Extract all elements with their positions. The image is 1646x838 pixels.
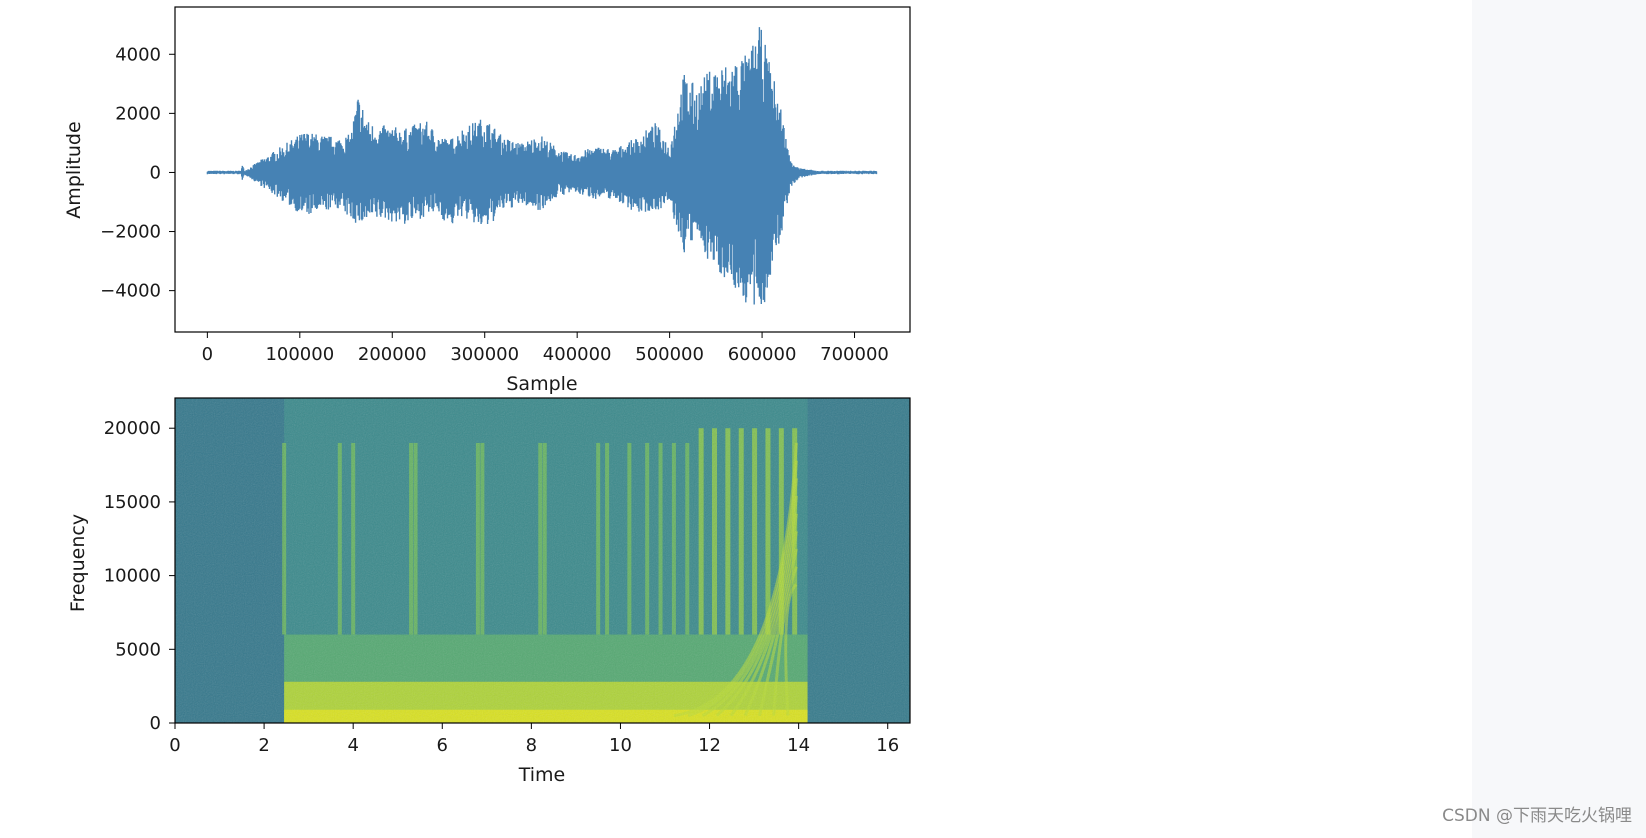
figure: 0 100000 200000 300000 400000 500000 600000 700…	[63, 6, 911, 786]
waveform-x-tick-label: 0	[202, 344, 213, 365]
waveform-y-tick-label: 2000	[115, 103, 161, 124]
spectrogram-x-tick-label: 0	[169, 735, 180, 756]
spectrogram-x-label: Time	[518, 764, 566, 786]
spectrogram-y-tick-label: 15000	[104, 492, 161, 513]
spectrogram-texture	[175, 398, 910, 723]
waveform-x-tick-label: 200000	[358, 344, 427, 365]
waveform-axes-frame	[174, 6, 911, 333]
waveform-y-label: Amplitude	[63, 121, 85, 218]
spectrogram-x-ticks: 0 2 4 6 8 10 12 14 16	[169, 723, 899, 756]
spectrogram-y-tick-label: 10000	[104, 566, 161, 587]
waveform-x-ticks: 0 100000 200000 300000 400000 500000 600000 700…	[202, 332, 889, 365]
waveform-x-tick-label: 300000	[450, 344, 519, 365]
spectrogram-y-label: Frequency	[67, 514, 89, 612]
spectrogram-y-tick-label: 5000	[115, 639, 161, 660]
spectrogram-y-ticks: 20000 15000 10000 5000 0	[104, 418, 175, 734]
waveform-x-tick-label: 600000	[728, 344, 797, 365]
spectrogram-y-tick-label: 0	[150, 713, 161, 734]
waveform-y-tick-label: 0	[150, 162, 161, 183]
spectrogram-x-tick-label: 6	[437, 735, 448, 756]
spectrogram-x-tick-label: 10	[609, 735, 632, 756]
spectrogram-x-tick-label: 14	[787, 735, 810, 756]
waveform-series-line	[206, 27, 878, 305]
watermark-text: CSDN @下雨天吃火锅哩	[1442, 806, 1632, 826]
spectrogram-x-tick-label: 8	[526, 735, 537, 756]
waveform-y-ticks: 4000 2000 0 −2000 −4000	[100, 44, 175, 302]
spectrogram-x-tick-label: 4	[347, 735, 358, 756]
waveform-plot	[206, 27, 878, 305]
waveform-x-label: Sample	[506, 373, 577, 395]
waveform-y-tick-label: −2000	[100, 222, 161, 243]
spectrogram-x-tick-label: 12	[698, 735, 721, 756]
spectrogram-x-tick-label: 2	[258, 735, 269, 756]
spectrogram-y-tick-label: 20000	[104, 418, 161, 439]
waveform-x-tick-label: 500000	[635, 344, 704, 365]
waveform-x-tick-label: 100000	[265, 344, 334, 365]
spectrogram-axes-frame	[174, 397, 911, 724]
waveform-x-tick-label: 400000	[543, 344, 612, 365]
waveform-x-tick-label: 700000	[820, 344, 889, 365]
spectrogram-x-tick-label: 16	[876, 735, 899, 756]
page-sidebar-strip	[1472, 0, 1646, 838]
spectrogram-plot	[175, 398, 910, 723]
waveform-y-tick-label: 4000	[115, 44, 161, 65]
waveform-y-tick-label: −4000	[100, 281, 161, 302]
